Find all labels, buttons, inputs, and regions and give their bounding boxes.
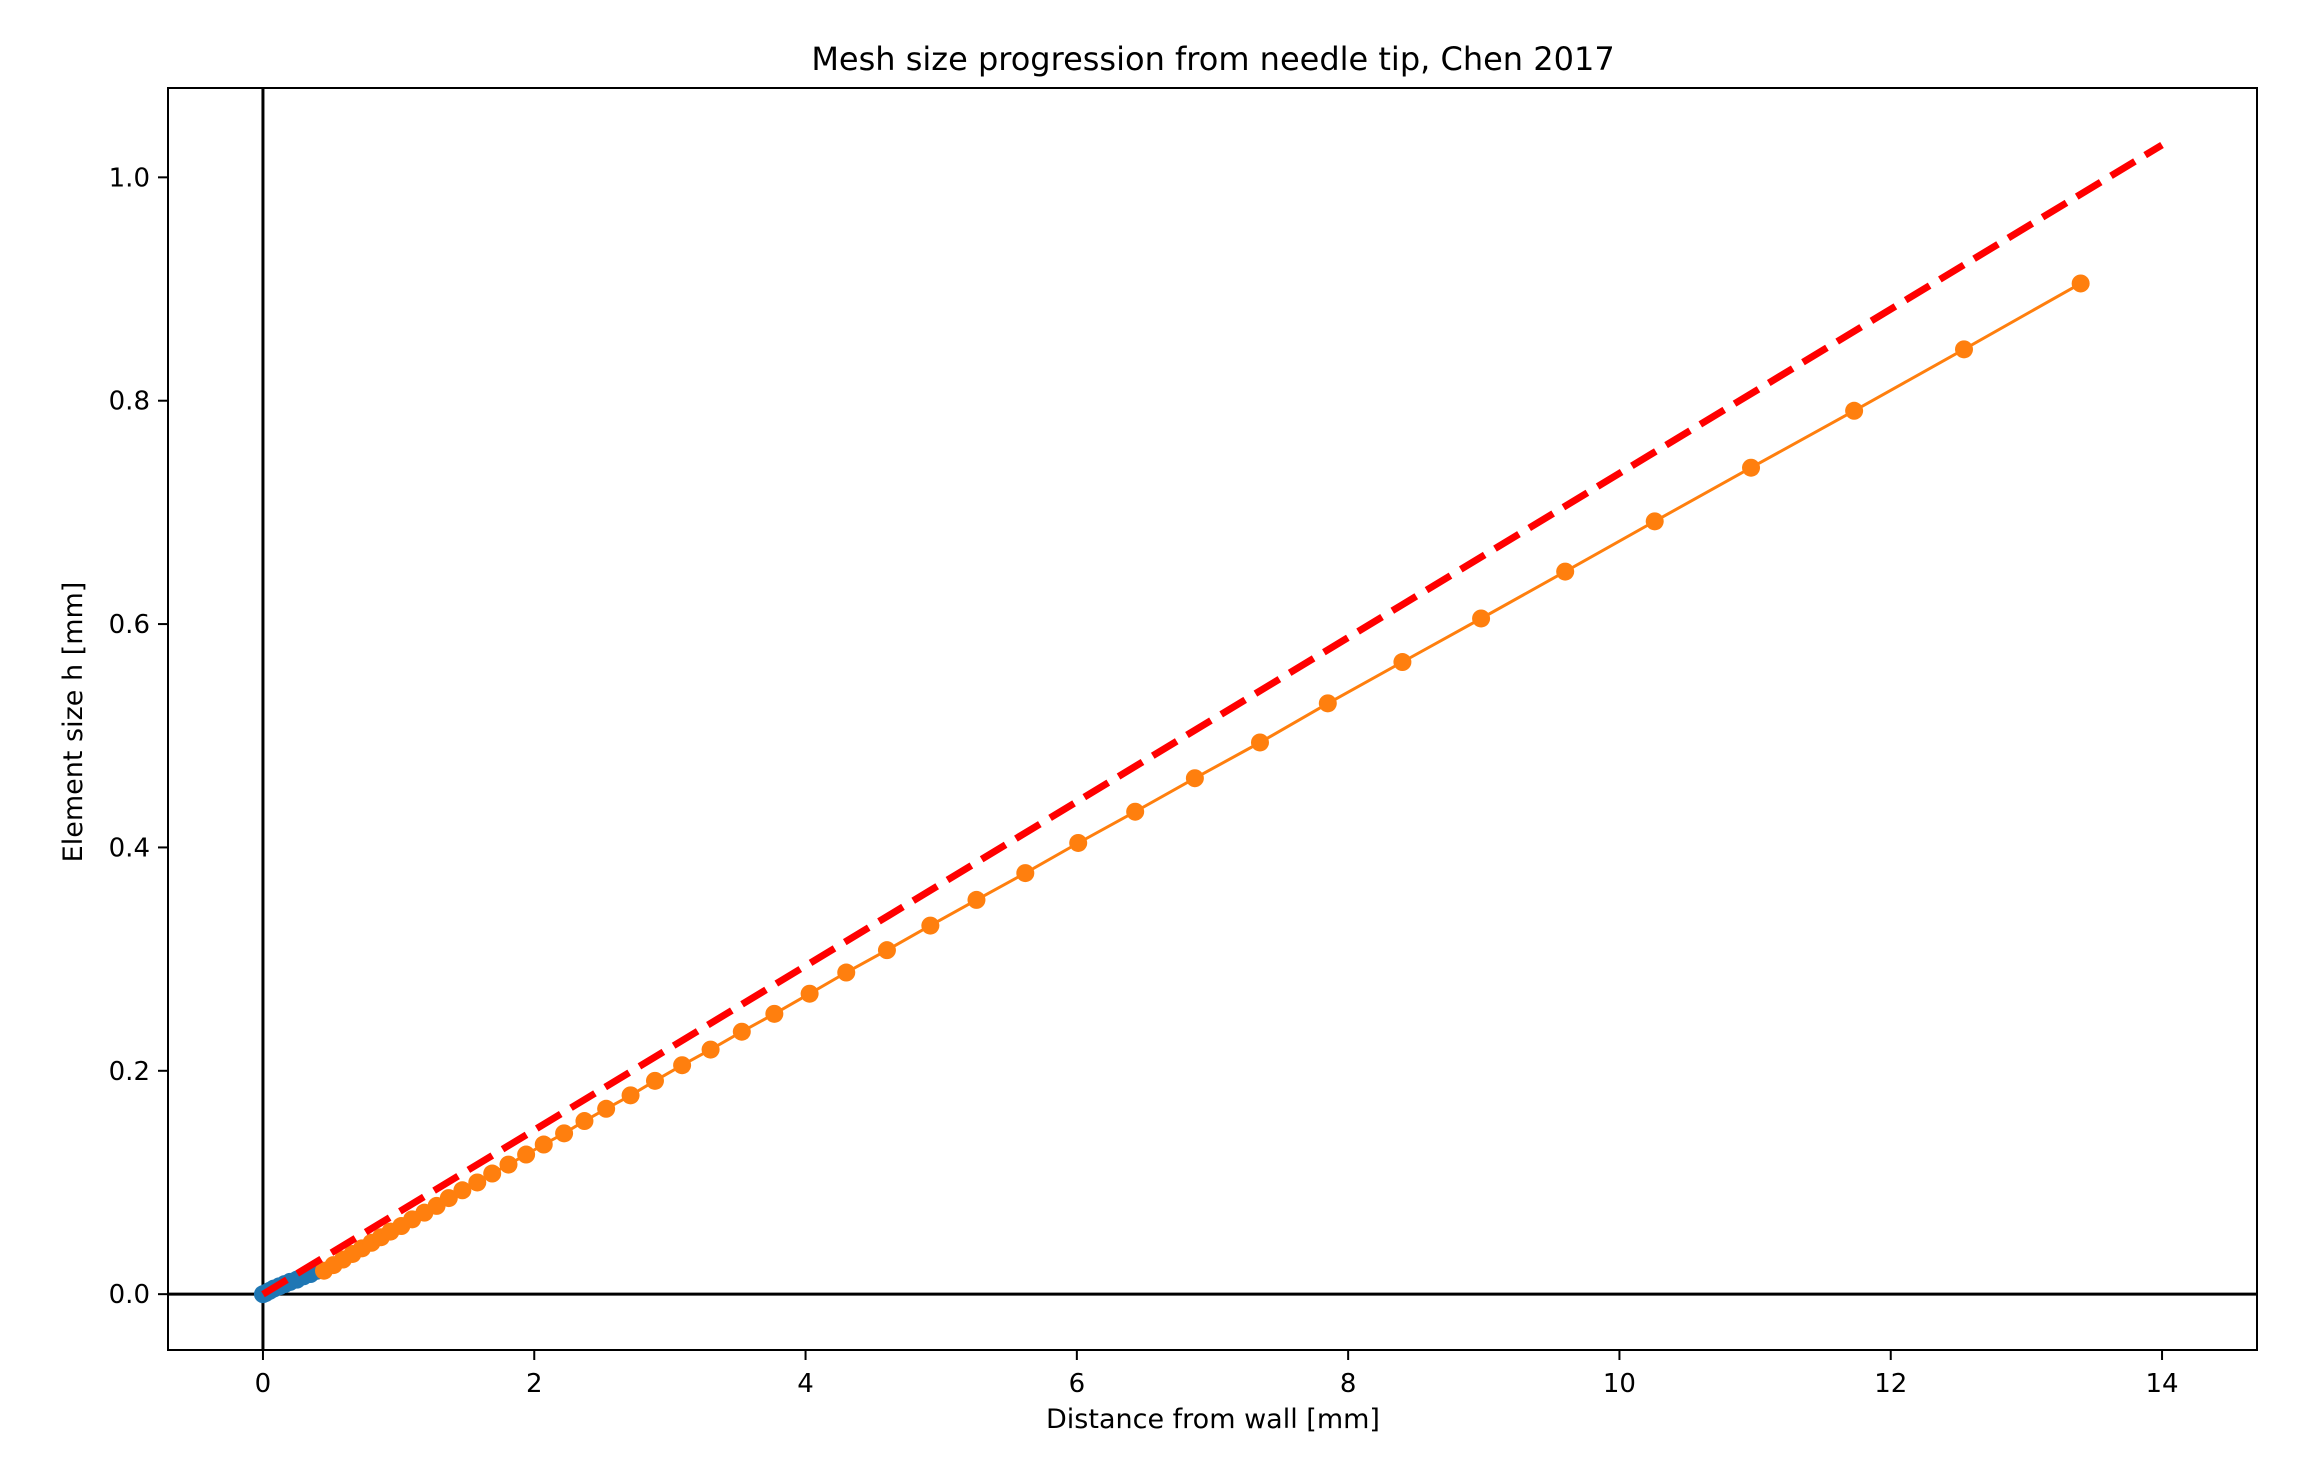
- series-1-point: [645, 1071, 664, 1090]
- x-axis-ticks: 0 2 4 6 8 10 12 14: [255, 1350, 2179, 1399]
- series-1-point: [517, 1145, 536, 1164]
- series-1-point: [877, 941, 896, 960]
- series-1-point: [837, 963, 856, 982]
- x-tick-label: 0: [255, 1369, 272, 1399]
- series-1-point: [1318, 694, 1337, 713]
- x-tick-label: 8: [1340, 1369, 1357, 1399]
- y-tick-label: 0.2: [109, 1057, 150, 1087]
- x-axis-label: Distance from wall [mm]: [1046, 1404, 1380, 1435]
- series-1-point: [621, 1086, 640, 1105]
- series-2-dashed-line: [261, 142, 2164, 1298]
- series-1-point: [1742, 458, 1761, 477]
- series-1-point: [1016, 864, 1035, 883]
- x-tick-label: 12: [1874, 1369, 1907, 1399]
- x-tick-label: 14: [2145, 1369, 2178, 1399]
- plot-inner: [168, 88, 2257, 1350]
- y-tick-label: 0.4: [109, 833, 150, 863]
- series-1-point: [439, 1189, 458, 1208]
- series-1-point: [800, 984, 819, 1003]
- series-1-point: [1126, 802, 1145, 821]
- y-tick-label: 0.8: [109, 387, 150, 417]
- series-1-point: [765, 1004, 784, 1023]
- series-1-point: [1250, 733, 1269, 752]
- series-1-point: [468, 1173, 487, 1192]
- series-1-point: [1645, 512, 1664, 531]
- series-1-point: [1556, 562, 1575, 581]
- series-1-point: [555, 1124, 574, 1143]
- plot-area: [167, 87, 2258, 1351]
- series-1-point: [1954, 340, 1973, 359]
- series-1-point: [921, 916, 940, 935]
- series-1-point: [575, 1112, 594, 1131]
- series-1-point: [673, 1056, 692, 1075]
- series-1-point: [1845, 401, 1864, 420]
- x-tick-label: 6: [1069, 1369, 1086, 1399]
- series-1-point: [453, 1181, 472, 1200]
- y-axis-label: Element size h [mm]: [58, 582, 89, 863]
- series-1-point: [483, 1164, 502, 1183]
- series-1-point: [701, 1040, 720, 1059]
- series-1-point: [534, 1135, 553, 1154]
- series-1-point: [732, 1022, 751, 1041]
- y-axis-ticks: 0.0 0.2 0.4 0.6 0.8 1.0: [109, 163, 168, 1310]
- y-tick-label: 0.6: [109, 610, 150, 640]
- series-1-point: [967, 890, 986, 909]
- plot-frame: [167, 87, 2258, 1351]
- x-tick-label: 10: [1603, 1369, 1636, 1399]
- series-1-point: [1393, 653, 1412, 672]
- series-1-point: [499, 1155, 518, 1174]
- series-1-point: [1472, 609, 1491, 628]
- x-tick-label: 2: [526, 1369, 543, 1399]
- series-1-point: [1069, 833, 1088, 852]
- series-1-point: [1185, 769, 1204, 788]
- x-tick-label: 4: [797, 1369, 814, 1399]
- series-1-point: [2071, 274, 2090, 293]
- chart-title: Mesh size progression from needle tip, C…: [811, 40, 1614, 78]
- y-tick-label: 0.0: [109, 1280, 150, 1310]
- series-1-point: [597, 1099, 616, 1118]
- y-tick-label: 1.0: [109, 163, 150, 193]
